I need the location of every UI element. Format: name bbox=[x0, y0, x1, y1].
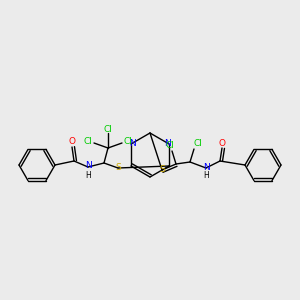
Text: O: O bbox=[68, 137, 76, 146]
Text: N: N bbox=[164, 140, 170, 148]
Text: Cl: Cl bbox=[124, 136, 132, 146]
Text: Cl: Cl bbox=[166, 142, 174, 151]
Text: Cl: Cl bbox=[194, 140, 202, 148]
Text: N: N bbox=[85, 161, 92, 170]
Text: Cl: Cl bbox=[84, 136, 92, 146]
Text: N: N bbox=[130, 140, 136, 148]
Text: N: N bbox=[202, 163, 209, 172]
Text: H: H bbox=[85, 170, 91, 179]
Text: Cl: Cl bbox=[103, 124, 112, 134]
Text: S: S bbox=[159, 166, 165, 175]
Text: O: O bbox=[218, 139, 226, 148]
Text: H: H bbox=[203, 172, 209, 181]
Text: S: S bbox=[115, 164, 121, 172]
